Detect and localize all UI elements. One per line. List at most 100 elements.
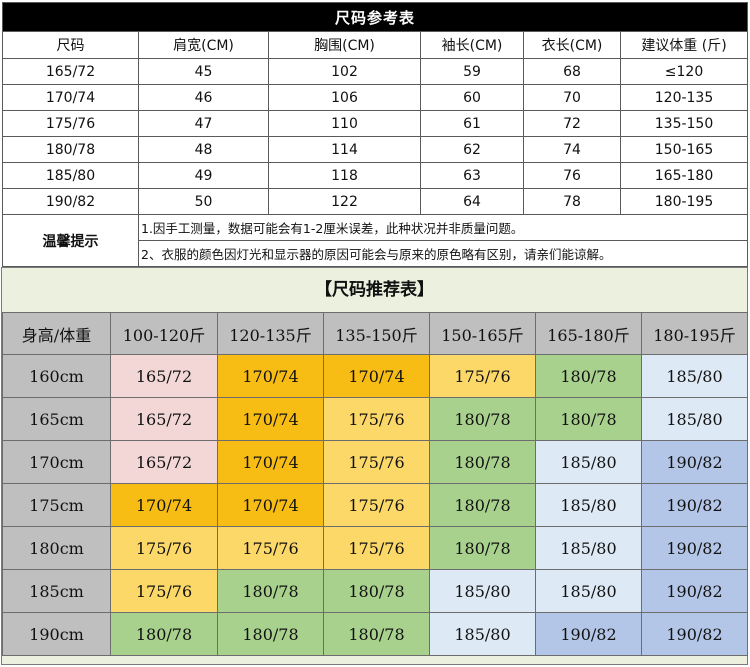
reference-cell-size: 175/76 bbox=[2, 110, 139, 137]
recommended-size-cell: 180/78 bbox=[429, 526, 536, 570]
reference-cell-weight: 180-195 bbox=[619, 188, 749, 215]
recommended-size-cell: 170/74 bbox=[217, 397, 324, 441]
recommended-size-cell: 165/72 bbox=[110, 440, 218, 484]
reference-cell-weight: 150-165 bbox=[619, 136, 749, 163]
reference-row: 180/78 48 114 62 74 150-165 bbox=[2, 136, 749, 163]
recommendation-row: 170cm 165/72 170/74 175/76 180/78 185/80 190/8… bbox=[2, 440, 748, 484]
recommended-size-cell: 180/78 bbox=[535, 354, 642, 398]
reference-cell-chest: 118 bbox=[268, 162, 421, 189]
reference-cell-size: 190/82 bbox=[2, 188, 139, 215]
recommended-size-cell: 185/80 bbox=[535, 526, 642, 570]
reference-cell-sleeve: 60 bbox=[420, 84, 524, 111]
recommended-size-cell: 180/78 bbox=[323, 612, 430, 656]
height-header: 185cm bbox=[2, 569, 111, 613]
recommendation-row: 180cm 175/76 175/76 175/76 180/78 185/80 190/8… bbox=[2, 526, 748, 570]
reference-cell-chest: 102 bbox=[268, 58, 421, 85]
recommended-size-cell: 185/80 bbox=[535, 483, 642, 527]
height-header: 170cm bbox=[2, 440, 111, 484]
recommended-size-cell: 165/72 bbox=[110, 397, 218, 441]
recommended-size-cell: 180/78 bbox=[429, 397, 536, 441]
reference-cell-chest: 122 bbox=[268, 188, 421, 215]
recommended-size-cell: 190/82 bbox=[641, 526, 748, 570]
col-header-weight: 建议体重 (斤) bbox=[619, 31, 749, 59]
recommended-size-cell: 190/82 bbox=[641, 569, 748, 613]
weight-range-header: 135-150斤 bbox=[323, 312, 430, 355]
reference-row: 165/72 45 102 59 68 ≤120 bbox=[2, 58, 749, 85]
recommended-size-cell: 185/80 bbox=[429, 612, 536, 656]
recommendation-header-row: 身高/体重 100-120斤 120-135斤 135-150斤 150-165斤 16… bbox=[2, 312, 748, 355]
recommended-size-cell: 185/80 bbox=[641, 397, 748, 441]
reference-cell-size: 180/78 bbox=[2, 136, 139, 163]
reference-cell-weight: 120-135 bbox=[619, 84, 749, 111]
recommended-size-cell: 180/78 bbox=[429, 483, 536, 527]
reference-cell-sleeve: 63 bbox=[420, 162, 524, 189]
recommended-size-cell: 185/80 bbox=[641, 354, 748, 398]
height-header: 190cm bbox=[2, 612, 111, 656]
recommended-size-cell: 175/76 bbox=[323, 483, 430, 527]
height-header: 165cm bbox=[2, 397, 111, 441]
weight-range-header: 165-180斤 bbox=[535, 312, 642, 355]
recommended-size-cell: 190/82 bbox=[641, 440, 748, 484]
corner-header: 身高/体重 bbox=[2, 312, 111, 355]
reference-cell-weight: 165-180 bbox=[619, 162, 749, 189]
recommended-size-cell: 175/76 bbox=[323, 397, 430, 441]
weight-range-header: 100-120斤 bbox=[110, 312, 218, 355]
weight-range-header: 180-195斤 bbox=[641, 312, 748, 355]
weight-range-header: 150-165斤 bbox=[429, 312, 536, 355]
recommended-size-cell: 180/78 bbox=[429, 440, 536, 484]
reference-cell-shoulder: 48 bbox=[138, 136, 269, 163]
reference-cell-size: 170/74 bbox=[2, 84, 139, 111]
reference-row: 170/74 46 106 60 70 120-135 bbox=[2, 84, 749, 111]
recommended-size-cell: 185/80 bbox=[429, 569, 536, 613]
reference-cell-sleeve: 62 bbox=[420, 136, 524, 163]
recommended-size-cell: 180/78 bbox=[217, 612, 324, 656]
tip-note-1: 1.因手工测量，数据可能会有1-2厘米误差，此种状况并非质量问题。 bbox=[137, 214, 749, 241]
reference-row: 175/76 47 110 61 72 135-150 bbox=[2, 110, 749, 137]
reference-cell-size: 185/80 bbox=[2, 162, 139, 189]
height-header: 175cm bbox=[2, 483, 111, 527]
reference-cell-length: 76 bbox=[523, 162, 621, 189]
tip-note-2: 2、衣服的颜色因灯光和显示器的原因可能会与原来的原色略有区别，请亲们能谅解。 bbox=[137, 240, 749, 267]
recommended-size-cell: 185/80 bbox=[535, 440, 642, 484]
reference-cell-sleeve: 59 bbox=[420, 58, 524, 85]
recommended-size-cell: 165/72 bbox=[110, 354, 218, 398]
col-header-sleeve: 袖长(CM) bbox=[420, 31, 524, 59]
recommended-size-cell: 170/74 bbox=[217, 354, 324, 398]
reference-header-row: 尺码 肩宽(CM) 胸围(CM) 袖长(CM) 衣长(CM) 建议体重 (斤) bbox=[2, 31, 749, 59]
recommendation-row: 190cm 180/78 180/78 180/78 185/80 190/82 190/8… bbox=[2, 612, 748, 656]
weight-range-header: 120-135斤 bbox=[217, 312, 324, 355]
recommended-size-cell: 180/78 bbox=[535, 397, 642, 441]
recommended-size-cell: 180/78 bbox=[217, 569, 324, 613]
reference-cell-shoulder: 50 bbox=[138, 188, 269, 215]
size-recommendation-panel: 【尺码推荐表】 身高/体重 100-120斤 120-135斤 135-150斤 15… bbox=[1, 267, 748, 665]
reference-row: 190/82 50 122 64 78 180-195 bbox=[2, 188, 749, 215]
reference-cell-sleeve: 64 bbox=[420, 188, 524, 215]
reference-cell-shoulder: 47 bbox=[138, 110, 269, 137]
recommended-size-cell: 175/76 bbox=[217, 526, 324, 570]
recommendation-row: 185cm 175/76 180/78 180/78 185/80 185/80 190/8… bbox=[2, 569, 748, 613]
recommended-size-cell: 185/80 bbox=[535, 569, 642, 613]
recommendation-row: 175cm 170/74 170/74 175/76 180/78 185/80 190/8… bbox=[2, 483, 748, 527]
reference-cell-length: 72 bbox=[523, 110, 621, 137]
recommended-size-cell: 170/74 bbox=[323, 354, 430, 398]
col-header-shoulder: 肩宽(CM) bbox=[138, 31, 269, 59]
reference-cell-weight: ≤120 bbox=[619, 58, 749, 85]
recommended-size-cell: 175/76 bbox=[110, 569, 218, 613]
recommended-size-cell: 170/74 bbox=[217, 440, 324, 484]
recommended-size-cell: 190/82 bbox=[535, 612, 642, 656]
size-reference-table: 尺码参考表 尺码 肩宽(CM) 胸围(CM) 袖长(CM) 衣长(CM) 建议体… bbox=[1, 2, 749, 267]
col-header-size: 尺码 bbox=[2, 31, 139, 59]
reference-cell-shoulder: 46 bbox=[138, 84, 269, 111]
recommended-size-cell: 170/74 bbox=[217, 483, 324, 527]
reference-cell-length: 78 bbox=[523, 188, 621, 215]
recommended-size-cell: 190/82 bbox=[641, 612, 748, 656]
tips-label: 温馨提示 bbox=[2, 214, 139, 267]
reference-cell-weight: 135-150 bbox=[619, 110, 749, 137]
recommended-size-cell: 175/76 bbox=[429, 354, 536, 398]
reference-cell-length: 74 bbox=[523, 136, 621, 163]
recommended-size-cell: 175/76 bbox=[110, 526, 218, 570]
recommendation-row: 165cm 165/72 170/74 175/76 180/78 180/78 185/8… bbox=[2, 397, 748, 441]
recommended-size-cell: 175/76 bbox=[323, 526, 430, 570]
reference-cell-shoulder: 49 bbox=[138, 162, 269, 189]
